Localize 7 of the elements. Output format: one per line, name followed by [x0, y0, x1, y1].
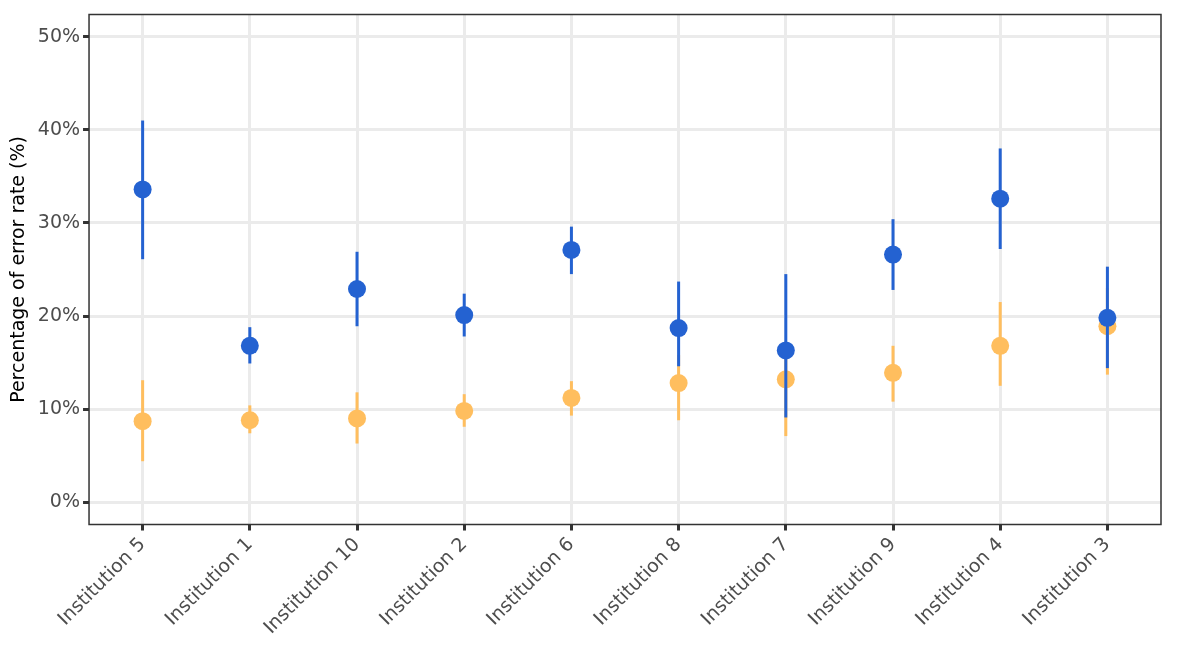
- y-tick-label: 30%: [37, 209, 81, 232]
- y-tick-label: 40%: [37, 116, 81, 139]
- y-tick-label: 20%: [37, 302, 81, 325]
- y-axis-title: Percentage of error rate (%): [6, 136, 29, 403]
- y-tick-label: 50%: [37, 23, 81, 46]
- y-tick-label: 0%: [49, 489, 81, 512]
- y-tick-label: 10%: [37, 396, 81, 419]
